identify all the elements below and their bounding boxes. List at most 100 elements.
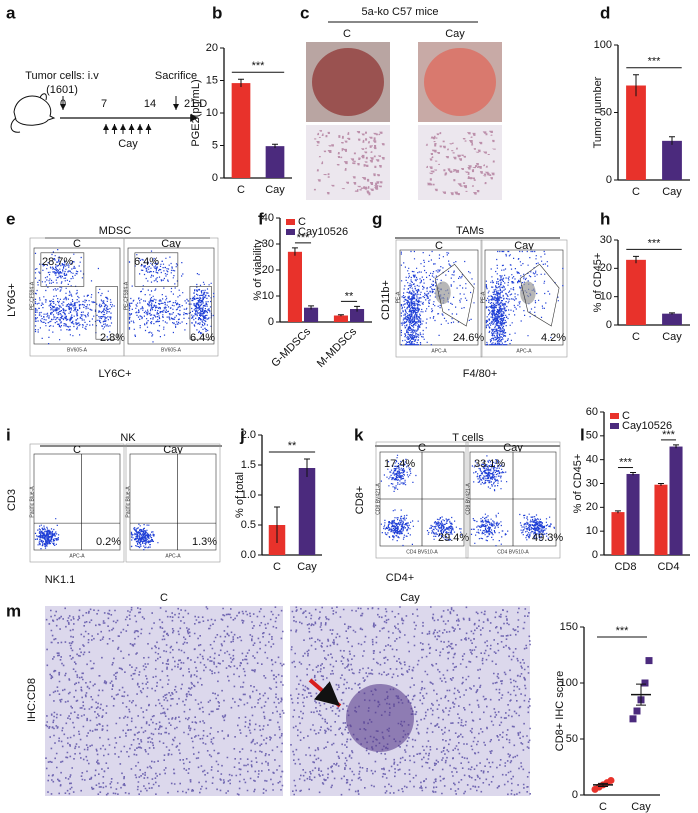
channel-label: PE-A [480,291,486,303]
condition-label: C [418,442,426,454]
significance-label: *** [252,60,266,72]
flow-x-label: F4/80+ [463,368,498,380]
panel-label: c [300,3,309,22]
schematic-text: Tumor cells: i.v [25,70,99,82]
gate [134,252,179,287]
x-tick-label: Cay [631,801,651,813]
y-tick-label: 150 [560,621,578,633]
data-point [645,657,653,665]
gate-percentage: 29.4% [438,532,469,544]
lymphoid-aggregate [346,684,414,752]
bar [662,313,682,325]
significance-label: ** [345,290,354,302]
condition-label: C [160,592,168,604]
data-point [607,776,615,784]
flow-title: MDSC [99,225,131,237]
condition-label: Cay [514,240,534,252]
panel-label: j [239,425,245,444]
bar [287,251,302,322]
x-tick-label: Cay [662,331,682,343]
x-tick-label: C [632,186,640,198]
error-bar [238,78,244,87]
legend-swatch [610,423,619,429]
error-bar [274,506,280,543]
events [130,523,159,551]
y-axis-label: % of CD45+ [592,253,604,313]
y-tick-label: 50 [600,106,612,118]
error-bar [614,510,621,514]
condition-label: Cay [503,442,523,454]
flow-frame [395,239,483,358]
indicator-arrow [308,678,342,708]
error-bar [304,458,310,477]
panel-label: a [6,3,16,22]
gate-percentage: 1.3% [192,536,217,548]
x-tick-label: C [237,184,245,196]
schematic-text: (1601) [46,84,78,96]
bar [626,473,640,555]
condition-label: Cay [163,444,183,456]
histology [418,125,502,200]
gate [434,263,475,327]
error-bar [308,305,315,310]
y-tick-label: 20 [262,264,274,276]
plot-area [33,247,121,345]
y-axis-label: PGE2(pg/mL) [190,79,202,146]
channel-label: APC-A [516,348,532,354]
bar [626,259,646,325]
error-bar [291,247,298,256]
flow-x-label: LY6C+ [98,368,131,380]
events [380,454,463,547]
y-tick-label: 0 [572,789,578,801]
panel-label: k [354,425,364,444]
significance-label: *** [648,237,662,249]
y-tick-label: 100 [594,39,612,51]
events [400,250,475,346]
y-tick-label: 60 [586,406,598,418]
y-tick-label: 50 [586,430,598,442]
error-bar [673,444,680,449]
y-tick-label: 5 [212,139,218,151]
flow-title: TAMs [456,225,484,237]
y-tick-label: 30 [600,234,612,246]
x-tick-label: G-MDSCs [269,325,313,369]
y-tick-label: 30 [262,238,274,250]
condition-label: C [73,444,81,456]
panel-label: l [580,425,585,444]
bar [350,309,365,322]
y-axis-label: CD8+ IHC score [554,671,566,751]
tissue-nuclei [290,606,531,796]
legend-label: C [298,216,306,228]
flow-y-label: CD11b+ [380,280,392,320]
panel-label: e [6,209,15,228]
y-tick-label: 1.0 [241,489,256,501]
gate [189,286,212,340]
bar [654,484,668,555]
panel-label: g [372,209,382,228]
tissue-nuclei [45,606,285,796]
y-tick-label: 10 [586,525,598,537]
y-tick-label: 1.5 [241,459,256,471]
legend-swatch [286,229,295,235]
condition-label: Cay [400,592,420,604]
channel-label: APC-A [431,348,447,354]
bar [669,446,683,555]
significance-label: *** [662,429,676,441]
y-tick-label: 40 [586,454,598,466]
micrograph [45,606,283,796]
y-tick-label: 10 [206,107,218,119]
day-label: 7 [101,98,107,110]
y-tick-label: 0.5 [241,519,256,531]
mouse-tail [10,117,21,133]
y-tick-label: 50 [566,733,578,745]
y-tick-label: 0.0 [241,549,256,561]
x-tick-label: Cay [265,184,285,196]
bar [231,83,251,178]
day-label: 0 [60,98,66,110]
channel-label: CD4 BV510-A [406,549,438,555]
lung [424,48,496,116]
bar [662,140,682,180]
channel-label: PE-CF594-A [123,281,129,310]
error-bar [272,143,278,149]
y-tick-label: 10 [600,291,612,303]
